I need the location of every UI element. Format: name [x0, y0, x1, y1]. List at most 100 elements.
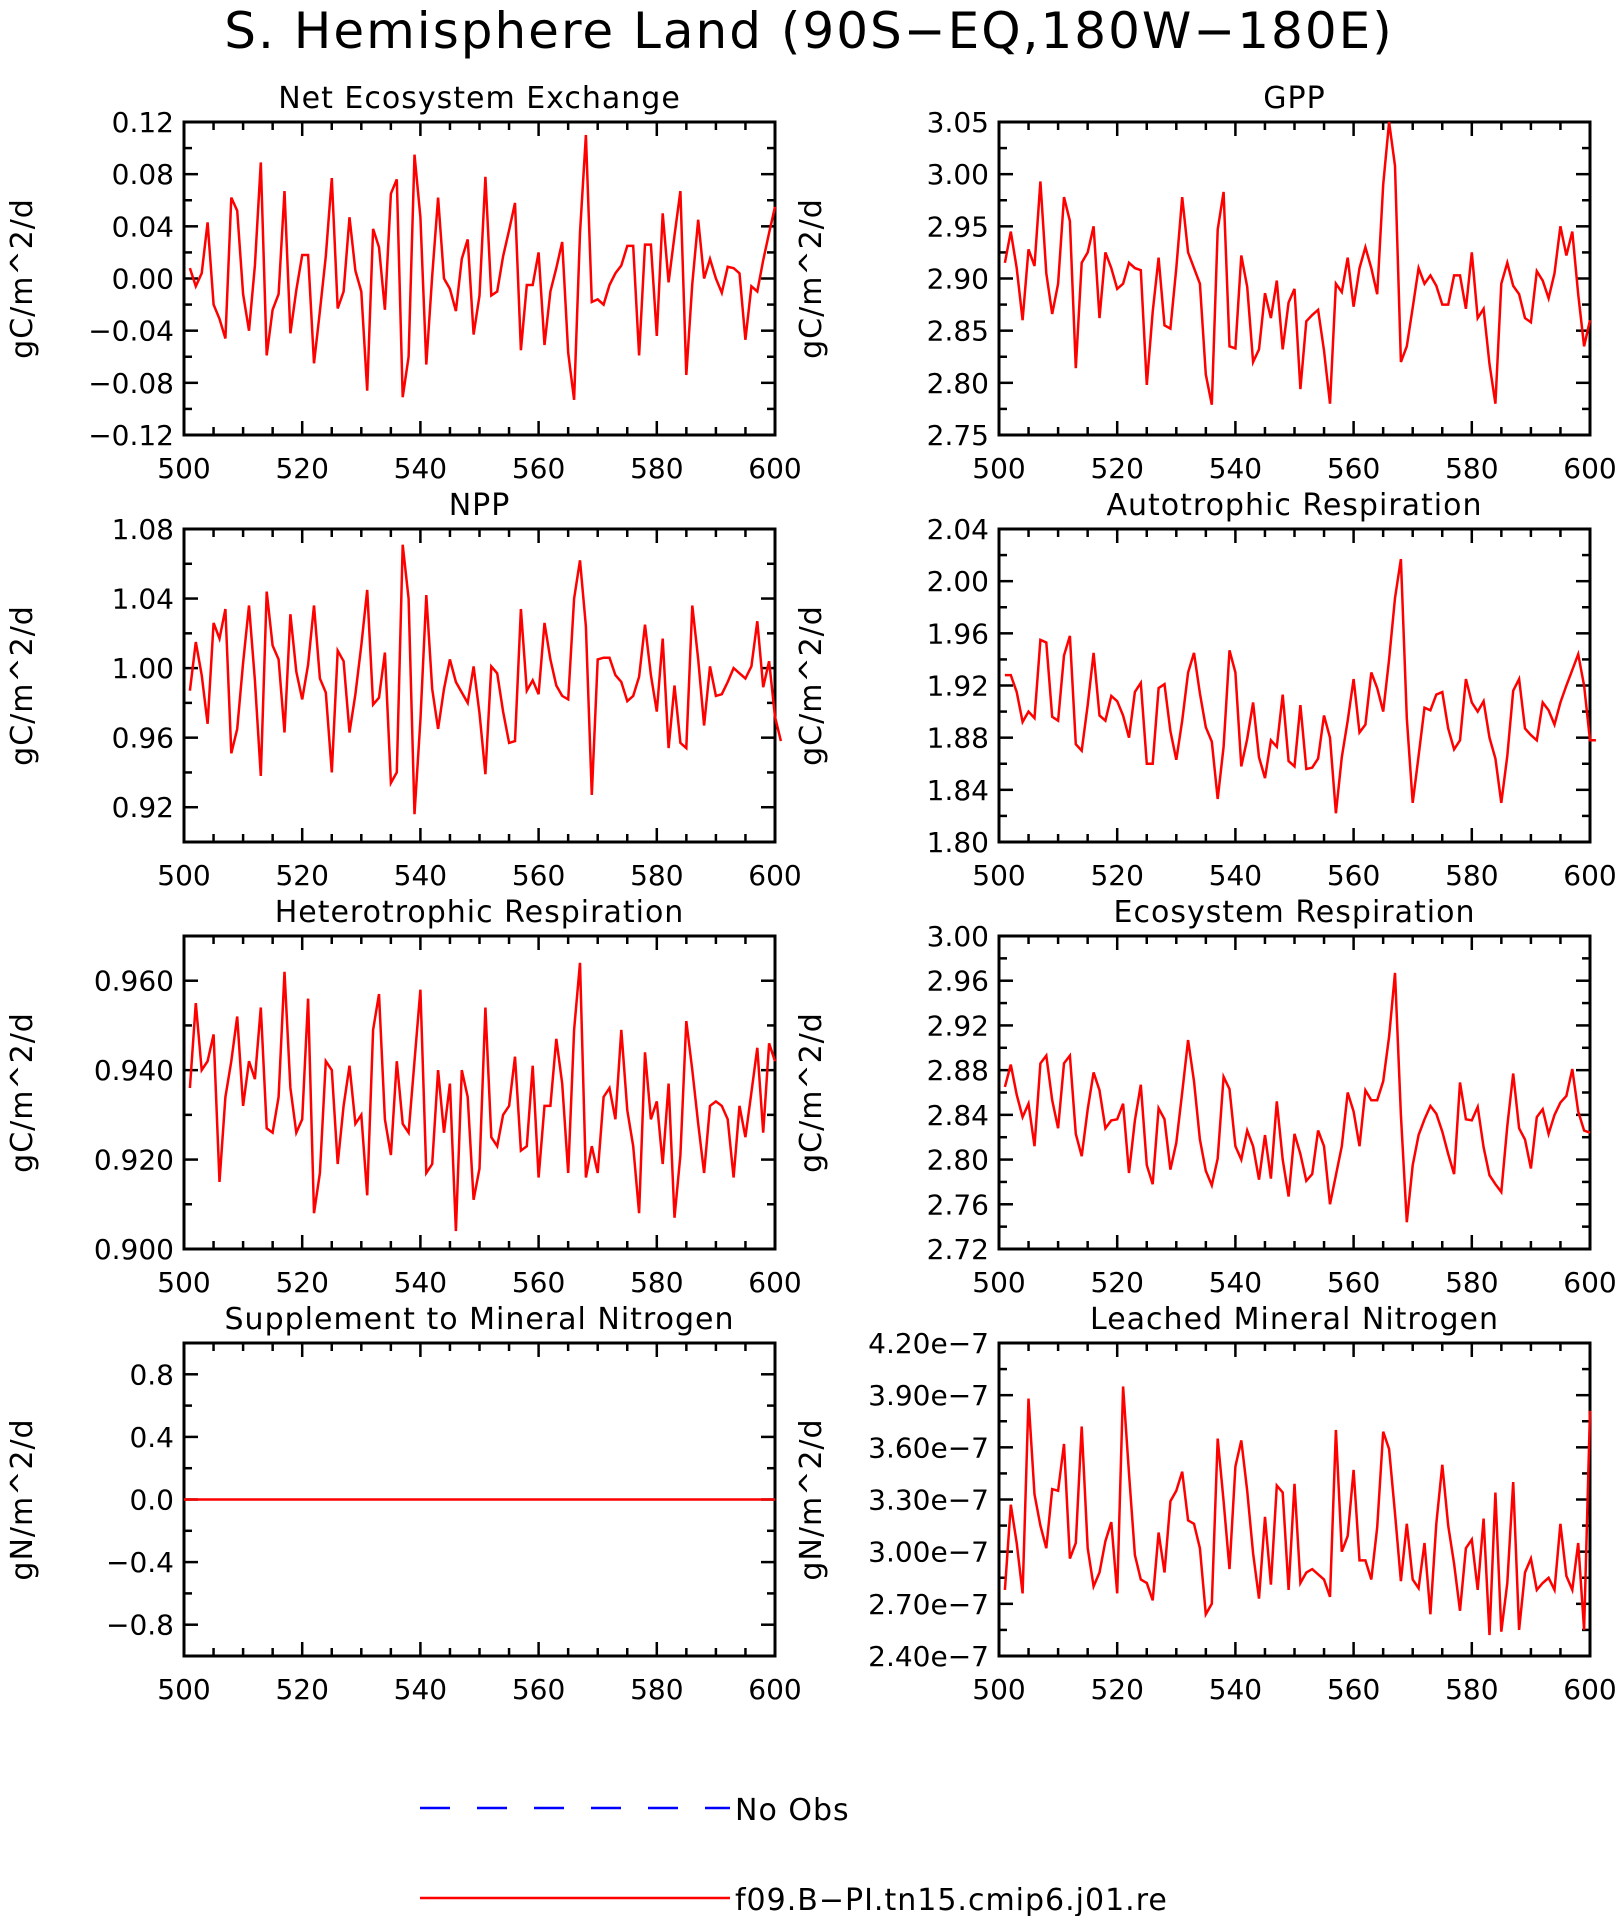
series-line	[1003, 1386, 1592, 1636]
x-tick-label: 580	[630, 859, 683, 892]
x-tick-label: 500	[972, 1266, 1025, 1299]
y-axis-label: gC/m^2/d	[5, 605, 40, 766]
x-tick-label: 560	[512, 859, 565, 892]
chart-panel-8: Leached Mineral Nitrogen 500 520 540 560 580 6…	[794, 1302, 1617, 1706]
y-axis-label: gC/m^2/d	[5, 1012, 40, 1173]
x-tick-label: 540	[394, 1673, 447, 1706]
y-tick-label: 2.04	[927, 513, 989, 546]
x-tick-label: 560	[512, 1673, 565, 1706]
y-tick-label: −0.08	[88, 367, 174, 400]
panel-title: Autotrophic Respiration	[1106, 488, 1482, 523]
y-tick-label: 3.00	[927, 920, 989, 953]
y-tick-label: 2.70e−7	[868, 1588, 989, 1621]
x-tick-label: 520	[1090, 452, 1143, 485]
y-tick-label: 0.04	[112, 210, 174, 243]
chart-panel-7: Supplement to Mineral Nitrogen 500 520 540 5…	[5, 1302, 802, 1706]
y-tick-label: 3.00	[927, 158, 989, 191]
y-tick-label: 0.92	[112, 791, 174, 824]
chart-panel-3: NPP 500 520 540 560 580 600 0.92 0.96 1.00 1.04 1.0…	[5, 488, 802, 892]
panel-title: Net Ecosystem Exchange	[278, 81, 681, 116]
x-tick-label: 500	[157, 1673, 210, 1706]
y-tick-label: 2.76	[927, 1188, 989, 1221]
x-tick-label: 520	[275, 452, 328, 485]
y-tick-label: 0.960	[94, 965, 174, 998]
chart-panel-2: GPP 500 520 540 560 580 600 2.75 2.80 2.85 2.90 2.9…	[794, 81, 1617, 485]
chart-panel-5: Heterotrophic Respiration 500 520 540 560 580…	[5, 895, 802, 1299]
y-axis-label: gC/m^2/d	[794, 1012, 829, 1173]
x-tick-label: 500	[157, 859, 210, 892]
panel-title: Supplement to Mineral Nitrogen	[225, 1302, 735, 1337]
series-line	[1004, 558, 1596, 814]
legend-label-no-obs: No Obs	[735, 1793, 850, 1828]
y-tick-label: 2.75	[927, 419, 989, 452]
series-line	[188, 134, 777, 400]
y-tick-label: 3.90e−7	[868, 1379, 989, 1412]
chart-panel-6: Ecosystem Respiration 500 520 540 560 580 600 2…	[794, 895, 1617, 1299]
panel-title: NPP	[449, 488, 511, 523]
y-tick-label: 3.30e−7	[868, 1484, 989, 1517]
y-tick-label: 2.80	[927, 1144, 989, 1177]
y-tick-label: 1.08	[112, 513, 174, 546]
y-tick-label: 1.92	[927, 670, 989, 703]
y-tick-label: 2.92	[927, 1009, 989, 1042]
x-tick-label: 560	[1327, 452, 1380, 485]
y-tick-label: 3.00e−7	[868, 1536, 989, 1569]
y-tick-label: 2.80	[927, 367, 989, 400]
x-tick-label: 580	[1445, 1266, 1498, 1299]
x-tick-label: 580	[630, 1266, 683, 1299]
plot-frame	[182, 934, 777, 1251]
x-tick-label: 560	[512, 1266, 565, 1299]
y-tick-label: 2.90	[927, 263, 989, 296]
x-tick-label: 600	[1563, 859, 1616, 892]
x-tick-label: 600	[1563, 452, 1616, 485]
x-tick-label: 540	[1209, 1266, 1262, 1299]
x-tick-label: 600	[748, 859, 801, 892]
x-tick-label: 520	[275, 1673, 328, 1706]
x-tick-label: 540	[1209, 859, 1262, 892]
y-tick-label: 1.84	[927, 774, 989, 807]
x-tick-label: 540	[1209, 1673, 1262, 1706]
y-tick-label: −0.12	[88, 419, 174, 452]
x-tick-label: 600	[1563, 1266, 1616, 1299]
y-tick-label: 2.72	[927, 1233, 989, 1266]
x-tick-label: 500	[972, 1673, 1025, 1706]
y-tick-label: −0.4	[106, 1546, 174, 1579]
x-tick-label: 560	[1327, 1266, 1380, 1299]
y-axis-label: gC/m^2/d	[794, 198, 829, 359]
y-tick-label: 1.04	[112, 583, 174, 616]
y-tick-label: −0.04	[88, 315, 174, 348]
plot-frame	[997, 120, 1592, 437]
y-tick-label: 0.900	[94, 1233, 174, 1266]
x-tick-label: 580	[1445, 859, 1498, 892]
x-tick-label: 500	[157, 452, 210, 485]
x-tick-label: 500	[972, 859, 1025, 892]
y-tick-label: 1.96	[927, 617, 989, 650]
x-tick-label: 580	[630, 1673, 683, 1706]
chart-panel-4: Autotrophic Respiration 500 520 540 560 580 60…	[794, 488, 1617, 892]
y-tick-label: 0.96	[112, 722, 174, 755]
x-tick-label: 600	[748, 452, 801, 485]
panels: Net Ecosystem Exchange 500 520 540 560 580 600…	[5, 81, 1617, 1706]
y-tick-label: 2.00	[927, 565, 989, 598]
panel-title: GPP	[1263, 81, 1325, 116]
panel-title: Leached Mineral Nitrogen	[1090, 1302, 1499, 1337]
y-axis-label: gN/m^2/d	[5, 1418, 40, 1580]
x-tick-label: 560	[512, 452, 565, 485]
x-tick-label: 600	[748, 1266, 801, 1299]
x-tick-label: 520	[275, 1266, 328, 1299]
y-tick-label: 0.0	[129, 1484, 174, 1517]
series-line	[1003, 121, 1592, 405]
y-tick-label: 2.88	[927, 1054, 989, 1087]
panel-title: Ecosystem Respiration	[1114, 895, 1476, 930]
figure-title: S. Hemisphere Land (90S−EQ,180W−180E)	[224, 2, 1394, 60]
x-tick-label: 560	[1327, 1673, 1380, 1706]
y-tick-label: 3.60e−7	[868, 1431, 989, 1464]
y-tick-label: 4.20e−7	[868, 1327, 989, 1360]
legend-label-model: f09.B−PI.tn15.cmip6.j01.re	[735, 1883, 1168, 1916]
x-tick-label: 540	[1209, 452, 1262, 485]
y-tick-label: −0.8	[106, 1609, 174, 1642]
x-tick-label: 520	[1090, 1673, 1143, 1706]
x-tick-label: 580	[630, 452, 683, 485]
x-tick-label: 580	[1445, 1673, 1498, 1706]
x-tick-label: 540	[394, 859, 447, 892]
